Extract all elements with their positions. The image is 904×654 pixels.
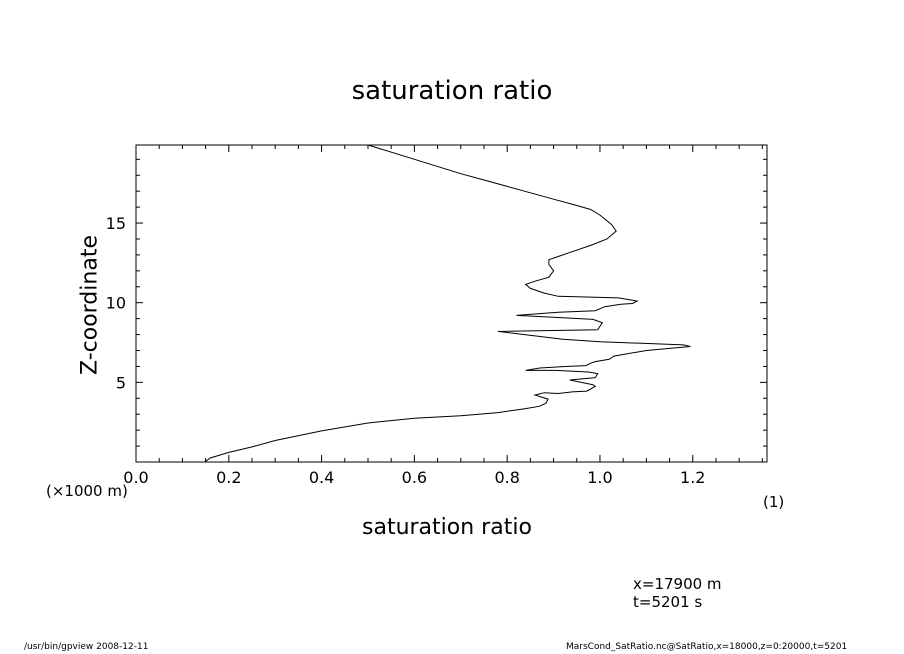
y-tick-label: 5 bbox=[116, 373, 126, 392]
x-tick-label: 0.8 bbox=[494, 468, 519, 487]
y-axis-unit: (×1000 m) bbox=[46, 482, 128, 500]
x-position-info: x=17900 m bbox=[633, 575, 722, 593]
x-tick-label: 1.2 bbox=[680, 468, 705, 487]
chart-title: saturation ratio bbox=[351, 76, 553, 106]
series-line bbox=[204, 144, 691, 463]
y-tick-label: 15 bbox=[106, 214, 126, 233]
x-tick-label: 0.4 bbox=[309, 468, 334, 487]
y-tick-label: 10 bbox=[106, 294, 126, 313]
x-tick-label: 0.2 bbox=[216, 468, 241, 487]
plot-frame bbox=[135, 144, 768, 463]
y-axis-label: Z-coordinate bbox=[77, 235, 103, 375]
x-tick-label: 0.6 bbox=[402, 468, 427, 487]
x-tick-label: 1.0 bbox=[587, 468, 612, 487]
time-info: t=5201 s bbox=[633, 593, 703, 611]
axis-tick-labels: 0.0 0.2 0.4 0.6 0.8 1.0 1.2 5 10 15 bbox=[106, 214, 706, 487]
x-axis-label: saturation ratio bbox=[362, 515, 532, 540]
x-tick-label: 0.0 bbox=[123, 468, 148, 487]
footer-source: MarsCond_SatRatio.nc@SatRatio,x=18000,z=… bbox=[566, 642, 848, 652]
footer-command: /usr/bin/gpview 2008-12-11 bbox=[24, 642, 149, 652]
x-axis-unit: (1) bbox=[763, 493, 785, 511]
axis-ticks bbox=[135, 145, 767, 462]
